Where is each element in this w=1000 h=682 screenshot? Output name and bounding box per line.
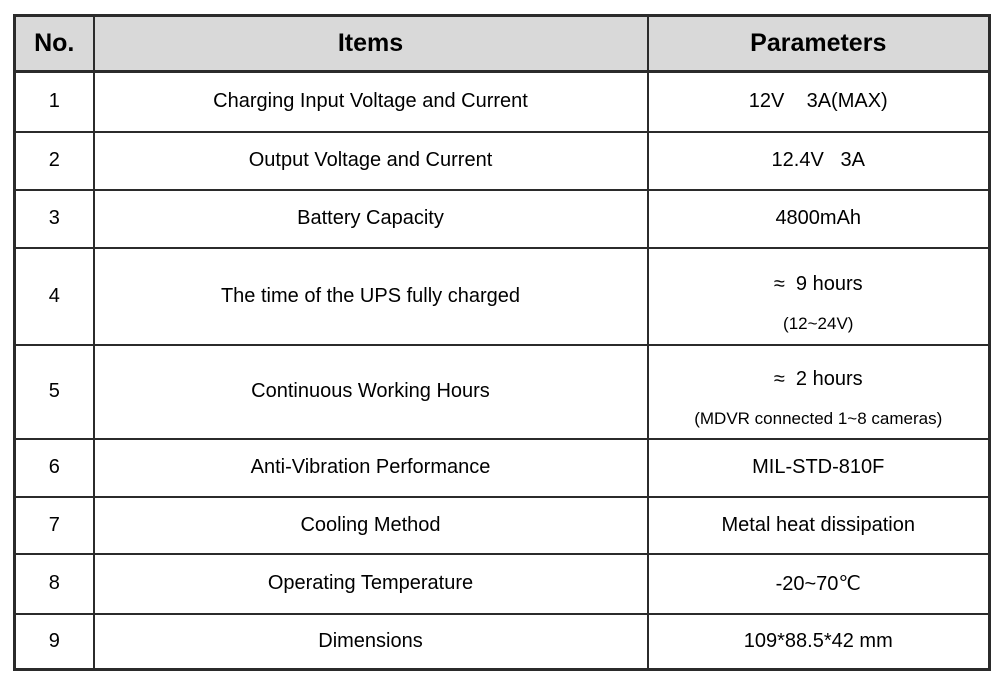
header-no: No. <box>13 14 95 73</box>
table-row: 6 Anti-Vibration Performance MIL-STD-810… <box>13 437 991 498</box>
param-cell: -20~70℃ <box>646 552 991 615</box>
table-row: 4 The time of the UPS fully charged ≈ 9 … <box>13 246 991 346</box>
item-cell: Cooling Method <box>92 495 649 555</box>
item-cell: Anti-Vibration Performance <box>92 437 649 498</box>
param-note: (MDVR connected 1~8 cameras) <box>694 409 943 428</box>
row-number-cell: 3 <box>13 188 95 249</box>
param-value: ≈ 9 hours <box>773 272 863 295</box>
table-body: 1 Charging Input Voltage and Current 12V… <box>13 70 991 671</box>
param-cell: 109*88.5*42 mm <box>646 612 991 671</box>
item-cell: Battery Capacity <box>92 188 649 249</box>
spec-table: No. Items Parameters 1 Charging Input Vo… <box>13 14 991 671</box>
param-cell: MIL-STD-810F <box>646 437 991 498</box>
table-row: 5 Continuous Working Hours ≈ 2 hours (MD… <box>13 343 991 440</box>
table-row: 2 Output Voltage and Current 12.4V 3A <box>13 130 991 191</box>
param-cell: 4800mAh <box>646 188 991 249</box>
table-row: 8 Operating Temperature -20~70℃ <box>13 552 991 615</box>
table-row: 1 Charging Input Voltage and Current 12V… <box>13 70 991 133</box>
row-number-cell: 6 <box>13 437 95 498</box>
row-number-cell: 2 <box>13 130 95 191</box>
param-cell: 12V 3A(MAX) <box>646 70 991 133</box>
table-row: 9 Dimensions 109*88.5*42 mm <box>13 612 991 671</box>
param-cell: ≈ 2 hours (MDVR connected 1~8 cameras) <box>646 343 991 440</box>
table-row: 7 Cooling Method Metal heat dissipation <box>13 495 991 555</box>
item-cell: Charging Input Voltage and Current <box>92 70 649 133</box>
item-cell: Operating Temperature <box>92 552 649 615</box>
row-number-cell: 7 <box>13 495 95 555</box>
param-cell: Metal heat dissipation <box>646 495 991 555</box>
param-cell: ≈ 9 hours (12~24V) <box>646 246 991 346</box>
param-value: ≈ 2 hours <box>773 368 863 390</box>
item-cell: Dimensions <box>92 612 649 671</box>
item-cell: Continuous Working Hours <box>92 343 649 440</box>
header-row: No. Items Parameters <box>13 14 991 73</box>
row-number-cell: 1 <box>13 70 95 133</box>
header-parameters: Parameters <box>646 14 991 73</box>
header-items: Items <box>92 14 649 73</box>
row-number-cell: 9 <box>13 612 95 671</box>
table-row: 3 Battery Capacity 4800mAh <box>13 188 991 249</box>
item-cell: The time of the UPS fully charged <box>92 246 649 346</box>
table-header: No. Items Parameters <box>13 14 991 73</box>
row-number-cell: 4 <box>13 246 95 346</box>
item-cell: Output Voltage and Current <box>92 130 649 191</box>
row-number-cell: 8 <box>13 552 95 615</box>
param-cell: 12.4V 3A <box>646 130 991 191</box>
param-note: (12~24V) <box>783 313 854 333</box>
row-number-cell: 5 <box>13 343 95 440</box>
